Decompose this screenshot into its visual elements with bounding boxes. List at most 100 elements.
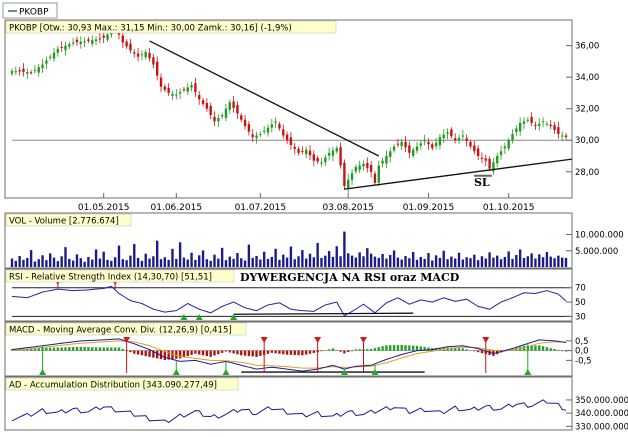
volume-bar: [415, 259, 419, 267]
volume-bar: [396, 257, 400, 267]
rsi-panel-frame: [4, 268, 573, 322]
macd-histogram-bar: [83, 346, 86, 351]
volume-bar: [530, 253, 533, 267]
volume-bar: [301, 250, 304, 267]
macd-histogram-bar: [186, 350, 189, 357]
candle-body: [251, 134, 254, 138]
candle-body: [22, 68, 25, 72]
volume-bar: [476, 260, 480, 267]
volume-bar: [121, 259, 124, 267]
macd-buy-arrow: [524, 369, 532, 375]
x-tick-label: 01.09.2015: [403, 203, 455, 213]
macd-histogram-bar: [541, 346, 545, 351]
macd-histogram-bar: [369, 349, 373, 351]
volume-bar: [358, 252, 361, 267]
volume-bar: [320, 257, 323, 267]
macd-sell-arrow: [314, 337, 322, 343]
volume-bar: [217, 258, 220, 267]
candle-body: [236, 105, 239, 114]
macd-sell-arrow: [482, 337, 490, 343]
downtrend-line: [149, 40, 380, 157]
volume-bar: [392, 250, 396, 267]
price-y-tick-label: 32,00: [575, 105, 599, 115]
x-tick-label: 01.07.2015: [235, 203, 287, 213]
candle-body: [385, 156, 388, 164]
macd-histogram-bar: [49, 347, 52, 351]
macd-histogram-bar: [156, 350, 159, 359]
volume-bar: [541, 257, 545, 267]
volume-bar: [247, 244, 251, 267]
macd-histogram-bar: [64, 347, 67, 351]
macd-histogram-bar: [389, 345, 392, 351]
candle-body: [358, 165, 361, 170]
candle-body: [339, 147, 342, 166]
macd-histogram-bar: [217, 350, 220, 355]
candle-body: [526, 119, 529, 121]
volume-bar: [331, 256, 335, 267]
macd-histogram-bar: [152, 350, 155, 358]
volume-header: VOL - Volume [2.776.674]: [9, 217, 119, 227]
volume-bar: [182, 257, 186, 267]
macd-histogram-bar: [205, 350, 209, 357]
candle-body: [308, 150, 312, 156]
macd-header-bg: [5, 322, 247, 336]
volume-bar: [484, 258, 487, 267]
volume-bar: [14, 260, 18, 267]
macd-histogram-bar: [60, 347, 63, 351]
candle-body: [289, 137, 293, 145]
volume-bar: [75, 254, 79, 267]
candle-body: [461, 135, 465, 137]
candle-body: [133, 52, 136, 54]
candle-body: [354, 167, 358, 172]
macd-histogram-bar: [133, 350, 136, 354]
volume-bar: [243, 260, 247, 267]
macd-histogram-bar: [171, 350, 174, 360]
volume-bar: [83, 261, 86, 267]
candle-body: [259, 133, 262, 135]
price-trendlines: [149, 40, 573, 190]
candle-body: [106, 34, 109, 40]
macd-buy-arrow: [172, 369, 180, 375]
volume-bar: [343, 231, 346, 267]
x-tick-label: 01.10.2015: [483, 203, 535, 213]
volume-bar: [240, 258, 243, 267]
ad-line: [11, 399, 567, 424]
macd-histogram-bar: [358, 349, 361, 351]
candle-body: [476, 148, 480, 157]
candle-body: [33, 69, 37, 71]
volume-bar: [354, 257, 358, 267]
candle-body: [175, 94, 178, 96]
volume-bar: [377, 257, 380, 267]
macd-histogram-bar: [255, 350, 258, 357]
candle-body: [408, 145, 411, 153]
x-tick-label: 01.05.2015: [78, 203, 130, 213]
volume-bar: [255, 255, 258, 267]
price-y-tick-label: 36,00: [575, 42, 599, 52]
candle-body: [60, 46, 63, 48]
candle-body: [156, 61, 159, 76]
candle-body: [564, 135, 568, 138]
macd-histogram-bar: [465, 349, 468, 351]
macd-histogram-bar: [324, 350, 327, 351]
rsi-line: [11, 285, 567, 317]
candle-body: [163, 86, 167, 90]
macd-histogram-bar: [45, 347, 48, 351]
macd-histogram-bar: [457, 348, 461, 351]
candle-body: [327, 152, 331, 156]
volume-bar: [64, 247, 67, 267]
candle-body: [201, 100, 205, 104]
macd-histogram-bar: [473, 350, 476, 352]
macd-histogram-bar: [522, 345, 526, 351]
divergence-annotation: DYWERGENCJA NA RSI oraz MACD: [240, 271, 460, 284]
macd-histogram-bar: [37, 348, 40, 351]
candle-body: [129, 43, 132, 51]
candle-body: [518, 122, 522, 132]
volume-bar: [274, 248, 277, 267]
macd-histogram-bar: [251, 350, 254, 357]
candle-body: [98, 38, 102, 40]
macd-histogram-bar: [220, 350, 224, 353]
volume-bar: [389, 254, 392, 267]
candle-body: [14, 71, 18, 73]
macd-histogram-bar: [335, 350, 338, 351]
price-candles: [10, 23, 568, 193]
